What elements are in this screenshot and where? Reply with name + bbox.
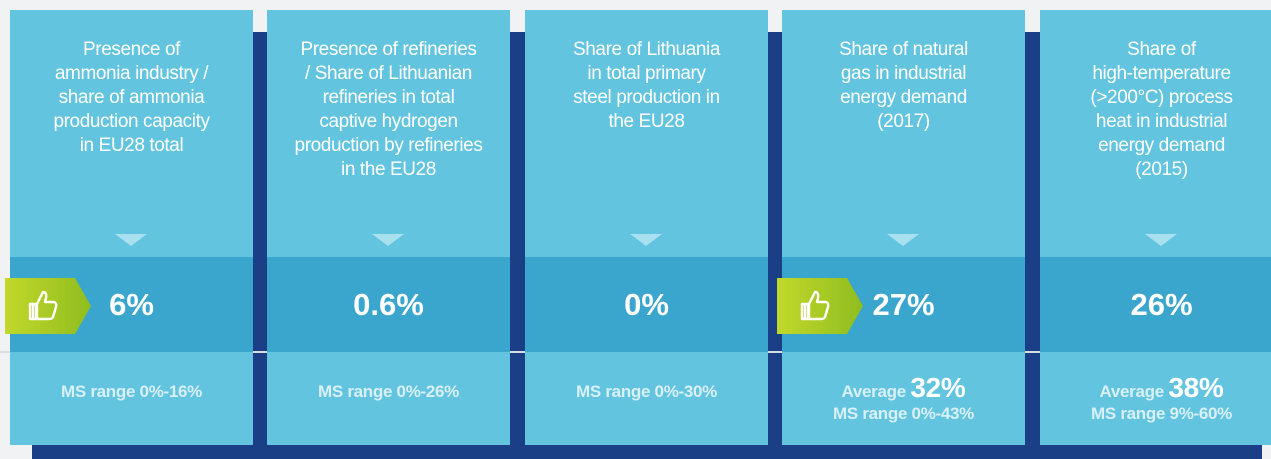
card-lower: MS range 0%-16%: [10, 382, 253, 402]
ms-range: MS range 9%-60%: [1091, 404, 1232, 423]
thumb-badge: [777, 278, 863, 334]
title-line: energy demand: [1098, 135, 1225, 156]
card: Presence of refineries / Share of Lithuan…: [267, 10, 510, 445]
title-line: in total primary: [587, 63, 706, 84]
title-line: Presence of: [83, 39, 180, 60]
title-line: (>200°C) process: [1090, 87, 1233, 108]
card-title: Share of natural gas in industrial energy …: [782, 38, 1025, 134]
ms-range: MS range 0%-16%: [61, 382, 202, 401]
pointer: [1145, 234, 1177, 246]
title-line: Share of: [1127, 39, 1196, 60]
card-lower: MS range 0%-26%: [267, 382, 510, 402]
pointer: [115, 234, 147, 246]
title-line: share of ammonia: [58, 87, 205, 108]
title-line: high-temperature: [1092, 63, 1231, 84]
title-line: production capacity: [53, 111, 210, 132]
title-line: energy demand: [840, 87, 967, 108]
pointer: [630, 234, 662, 246]
ms-range: MS range 0%-26%: [318, 382, 459, 401]
title-line: the EU28: [608, 111, 685, 132]
title-line: in the EU28: [341, 159, 436, 180]
card-value: 27%: [872, 287, 935, 322]
ms-range: MS range 0%-43%: [833, 404, 974, 423]
value-band: [525, 257, 768, 352]
title-line: steel production in: [573, 87, 720, 108]
title-line: Share of Lithuania: [572, 39, 721, 60]
average-value: 32%: [910, 372, 966, 403]
pointer: [372, 234, 404, 246]
average-label: Average: [841, 382, 907, 401]
card: Share of natural gas in industrial energy …: [782, 10, 1025, 445]
title-line: Share of natural: [839, 39, 968, 60]
card-lower: Average 38% MS range 9%-60%: [1040, 372, 1271, 424]
average-row: Average 38%: [1040, 372, 1271, 404]
card-value: 26%: [1130, 287, 1193, 322]
card-value: 6%: [109, 287, 154, 322]
card-value: 0.6%: [353, 287, 424, 322]
title-line: ammonia industry /: [54, 63, 209, 84]
value-band: [1040, 257, 1271, 352]
title-line: captive hydrogen: [319, 111, 458, 132]
title-line: Presence of refineries: [300, 39, 477, 60]
card: Share of high-temperature (>200°C) process…: [1040, 10, 1271, 445]
card-title: Share of high-temperature (>200°C) process…: [1040, 38, 1271, 182]
thumb-badge: [5, 278, 91, 334]
card-value: 0%: [624, 287, 669, 322]
title-line: refineries in total: [322, 87, 455, 108]
card: Share of Lithuania in total primary steel …: [525, 10, 768, 445]
title-line: gas in industrial: [840, 63, 967, 84]
title-line: (2015): [1135, 159, 1188, 180]
value-band: [267, 257, 510, 352]
average-row: Average 32%: [782, 372, 1025, 404]
average-label: Average: [1099, 382, 1165, 401]
card-title: Presence of refineries / Share of Lithuan…: [267, 38, 510, 182]
pointer: [887, 234, 919, 246]
title-line: production by refineries: [294, 135, 483, 156]
title-line: in EU28 total: [79, 135, 184, 156]
title-line: (2017): [877, 111, 930, 132]
title-line: / Share of Lithuanian: [305, 63, 472, 84]
card-lower: Average 32% MS range 0%-43%: [782, 372, 1025, 424]
card: Presence of ammonia industry / share of am…: [10, 10, 253, 445]
title-line: heat in industrial: [1095, 111, 1228, 132]
average-value: 38%: [1168, 372, 1224, 403]
card-title: Presence of ammonia industry / share of am…: [10, 38, 253, 158]
card-title: Share of Lithuania in total primary steel …: [525, 38, 768, 134]
ms-range: MS range 0%-30%: [576, 382, 717, 401]
card-lower: MS range 0%-30%: [525, 382, 768, 402]
